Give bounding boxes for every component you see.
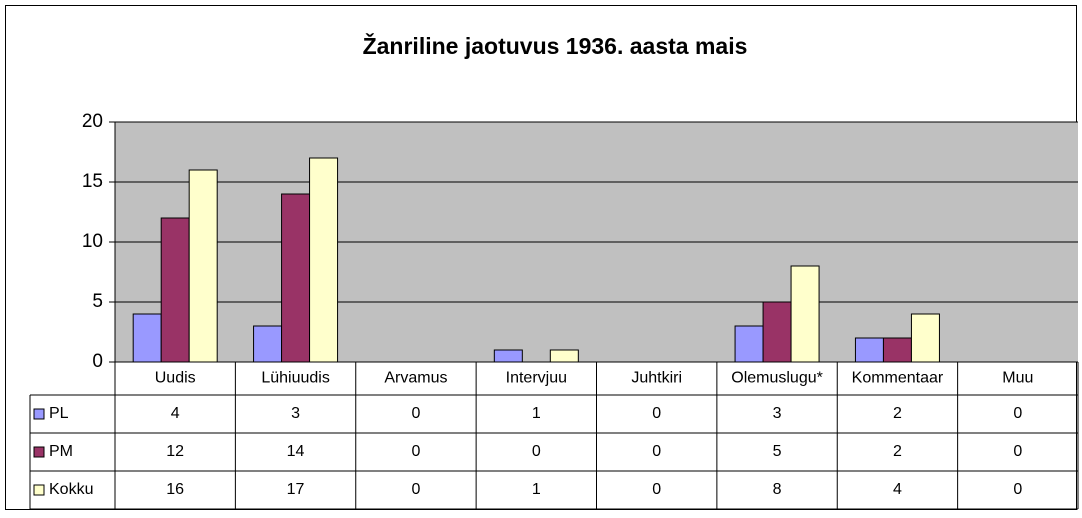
table-value: 0 [411,443,420,460]
bar [188,169,218,363]
x-tick-label: Uudis [155,370,196,387]
table-value: 1 [532,405,541,422]
y-tick-label: 20 [82,111,103,132]
table-value: 3 [291,405,300,422]
bar [493,349,523,363]
table-value: 0 [1013,481,1022,498]
table-value: 0 [532,443,541,460]
x-tick-label: Intervjuu [506,370,567,387]
chart-title: Žanriline jaotuvus 1936. aasta mais [363,32,748,59]
table-value: 0 [652,405,661,422]
bar [309,157,339,363]
table-value: 2 [893,405,902,422]
table-value: 5 [773,443,782,460]
bar [160,217,190,363]
x-tick-label: Muu [1002,370,1033,387]
legend-key [33,408,45,420]
y-tick-label: 10 [82,231,103,252]
bar [790,265,820,363]
table-value: 0 [652,481,661,498]
table-value: 8 [773,481,782,498]
x-tick-label: Lühiuudis [261,370,330,387]
y-tick-label: 0 [92,351,103,372]
bar [910,313,940,363]
bar [854,337,884,363]
table-value: 4 [171,405,180,422]
table-value: 4 [893,481,902,498]
table-value: 17 [287,481,305,498]
bar [762,301,792,363]
bar [132,313,162,363]
bar [549,349,579,363]
x-tick-label: Kommentaar [852,370,944,387]
table-value: 12 [166,443,184,460]
x-tick-label: Juhtkiri [631,370,682,387]
bar [281,193,311,363]
table-value: 16 [166,481,184,498]
table-value: 2 [893,443,902,460]
bar [882,337,912,363]
bar [734,325,764,363]
table-value: 0 [652,443,661,460]
table-value: 0 [411,481,420,498]
legend-key [33,446,45,458]
bar [253,325,283,363]
legend-label: Kokku [49,481,93,498]
y-tick-label: 15 [82,171,103,192]
table-value: 0 [411,405,420,422]
table-value: 1 [532,481,541,498]
table-value: 14 [287,443,305,460]
legend-key [33,484,45,496]
table-value: 3 [773,405,782,422]
x-tick-label: Arvamus [384,370,447,387]
table-value: 0 [1013,405,1022,422]
x-tick-label: Olemuslugu* [731,370,823,387]
y-tick-label: 5 [92,291,103,312]
table-value: 0 [1013,443,1022,460]
legend-label: PL [49,405,69,422]
legend-label: PM [49,443,73,460]
